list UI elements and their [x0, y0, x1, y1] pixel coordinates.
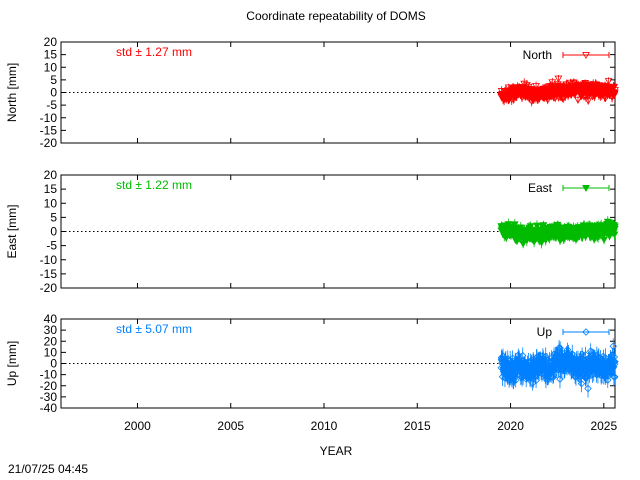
- up-data-point: [610, 372, 618, 381]
- x-tick-label: 2010: [311, 419, 338, 433]
- north-y-tick-label: 5: [50, 73, 57, 87]
- x-tick-label: 2015: [404, 419, 431, 433]
- up-data-point: [556, 344, 564, 352]
- chart-title: Coordinate repeatability of DOMS: [246, 9, 425, 23]
- north-data-point: [574, 96, 582, 104]
- up-legend-marker: [582, 328, 590, 336]
- up-data-series: [497, 338, 619, 398]
- up-y-tick-label: 40: [44, 312, 58, 326]
- up-data-point: [603, 376, 612, 384]
- north-y-tick-label: -15: [40, 123, 58, 137]
- east-y-tick-label: 20: [44, 168, 58, 182]
- up-data-point: [541, 352, 550, 361]
- x-tick-label: 2025: [590, 419, 617, 433]
- up-data-point: [609, 342, 618, 350]
- north-y-tick-label: 0: [50, 86, 57, 100]
- east-y-tick-label: -15: [40, 267, 58, 281]
- east-y-tick-label: -10: [40, 253, 58, 267]
- north-data-series: [497, 74, 619, 107]
- up-y-tick-label: -30: [40, 390, 58, 404]
- up-data-point: [511, 376, 520, 385]
- up-y-tick-label: 20: [44, 334, 58, 348]
- north-y-axis-label: North [mm]: [5, 63, 19, 122]
- north-y-tick-label: -10: [40, 111, 58, 125]
- up-y-tick-label: 10: [44, 345, 58, 359]
- north-std-label: std ± 1.27 mm: [116, 45, 192, 59]
- north-data-point: [548, 79, 557, 87]
- north-y-tick-label: 10: [44, 60, 58, 74]
- x-tick-label: 2020: [497, 419, 524, 433]
- up-data-point: [518, 351, 527, 360]
- x-tick-label: 2005: [217, 419, 244, 433]
- east-y-tick-label: -5: [46, 239, 57, 253]
- north-y-tick-label: -20: [40, 136, 58, 150]
- north-data-point: [584, 97, 593, 105]
- north-data-point: [554, 75, 563, 83]
- up-data-point: [611, 357, 619, 366]
- up-y-tick-label: -40: [40, 401, 58, 415]
- up-data-point: [563, 345, 572, 354]
- east-legend: East: [528, 181, 610, 195]
- north-legend-marker: [582, 52, 590, 60]
- up-data-point: [577, 379, 586, 388]
- up-y-tick-label: 0: [50, 357, 57, 371]
- up-std-label: std ± 5.07 mm: [116, 322, 192, 336]
- timestamp: 21/07/25 04:45: [8, 462, 89, 476]
- up-legend-label: Up: [537, 325, 553, 339]
- east-y-tick-label: 15: [44, 182, 58, 196]
- up-y-axis-label: Up [mm]: [5, 341, 19, 386]
- up-y-tick-label: 30: [44, 323, 58, 337]
- x-axis-label: YEAR: [320, 444, 353, 458]
- north-data-point: [604, 78, 613, 86]
- up-data-point: [611, 373, 619, 381]
- up-data-point: [584, 384, 592, 393]
- north-data-point: [611, 87, 619, 95]
- north-y-tick-label: 15: [44, 48, 58, 62]
- east-data-point: [600, 236, 608, 244]
- east-y-tick-label: -20: [40, 281, 58, 295]
- east-data-point: [510, 221, 519, 229]
- east-y-axis-label: East [mm]: [5, 204, 19, 258]
- east-y-tick-label: 5: [50, 210, 57, 224]
- up-y-tick-label: -10: [40, 368, 58, 382]
- x-axis-ticks: 2000 2005 2010 2015 2020 2025: [124, 419, 617, 433]
- up-y-tick-label: -20: [40, 379, 58, 393]
- north-legend: North: [523, 48, 610, 62]
- east-y-tick-label: 10: [44, 196, 58, 210]
- up-data-point: [549, 371, 558, 379]
- up-legend: Up: [537, 325, 610, 339]
- x-tick-label: 2000: [124, 419, 151, 433]
- east-y-tick-label: 0: [50, 225, 57, 239]
- east-legend-marker: [582, 185, 590, 193]
- north-y-tick-label: 20: [44, 35, 58, 49]
- east-std-label: std ± 1.22 mm: [116, 178, 192, 192]
- east-data-series: [497, 216, 619, 249]
- east-data-point: [611, 223, 619, 231]
- north-legend-label: North: [523, 48, 552, 62]
- east-legend-label: East: [528, 181, 553, 195]
- north-y-tick-label: -5: [46, 98, 57, 112]
